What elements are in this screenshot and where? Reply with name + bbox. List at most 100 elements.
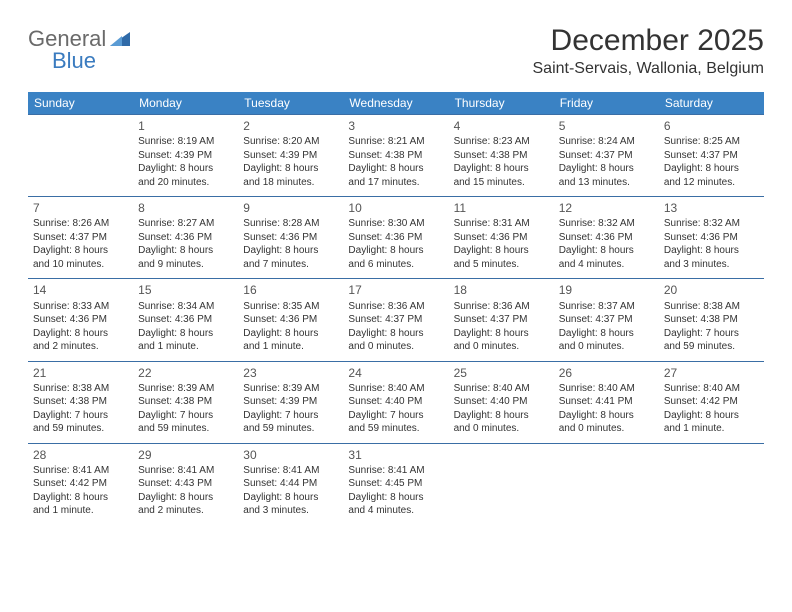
- day-number: 3: [348, 118, 443, 134]
- logo-sail-icon: [108, 30, 132, 48]
- day-header: Sunday: [28, 92, 133, 115]
- day-detail-line: Daylight: 8 hours: [348, 244, 443, 258]
- day-detail-line: Sunset: 4:39 PM: [138, 149, 233, 163]
- day-number: 18: [454, 282, 549, 298]
- day-detail-line: Sunset: 4:37 PM: [348, 313, 443, 327]
- day-detail-line: and 1 minute.: [33, 504, 128, 518]
- day-number: 28: [33, 447, 128, 463]
- calendar-day-cell: 9Sunrise: 8:28 AMSunset: 4:36 PMDaylight…: [238, 197, 343, 279]
- calendar-day-cell: 13Sunrise: 8:32 AMSunset: 4:36 PMDayligh…: [659, 197, 764, 279]
- day-number: 10: [348, 200, 443, 216]
- calendar-day-cell: 8Sunrise: 8:27 AMSunset: 4:36 PMDaylight…: [133, 197, 238, 279]
- calendar-day-cell: 4Sunrise: 8:23 AMSunset: 4:38 PMDaylight…: [449, 115, 554, 197]
- day-detail-line: Daylight: 8 hours: [454, 244, 549, 258]
- calendar-day-cell: 22Sunrise: 8:39 AMSunset: 4:38 PMDayligh…: [133, 361, 238, 443]
- day-detail-line: Sunset: 4:44 PM: [243, 477, 338, 491]
- day-detail-line: Sunrise: 8:32 AM: [664, 217, 759, 231]
- day-number: 27: [664, 365, 759, 381]
- calendar-day-cell: 23Sunrise: 8:39 AMSunset: 4:39 PMDayligh…: [238, 361, 343, 443]
- day-number: 6: [664, 118, 759, 134]
- day-detail-line: Daylight: 8 hours: [138, 162, 233, 176]
- day-detail-line: Sunset: 4:38 PM: [454, 149, 549, 163]
- day-detail-line: Sunrise: 8:27 AM: [138, 217, 233, 231]
- day-detail-line: and 59 minutes.: [664, 340, 759, 354]
- calendar-day-cell: 29Sunrise: 8:41 AMSunset: 4:43 PMDayligh…: [133, 443, 238, 525]
- calendar-week-row: 28Sunrise: 8:41 AMSunset: 4:42 PMDayligh…: [28, 443, 764, 525]
- day-detail-line: Sunset: 4:37 PM: [33, 231, 128, 245]
- calendar-week-row: 7Sunrise: 8:26 AMSunset: 4:37 PMDaylight…: [28, 197, 764, 279]
- logo-text-blue: Blue: [52, 48, 96, 73]
- day-detail-line: and 4 minutes.: [559, 258, 654, 272]
- day-number: 31: [348, 447, 443, 463]
- day-detail-line: Daylight: 8 hours: [33, 327, 128, 341]
- day-detail-line: Sunrise: 8:41 AM: [33, 464, 128, 478]
- calendar-empty-cell: [659, 443, 764, 525]
- day-number: 4: [454, 118, 549, 134]
- day-detail-line: and 7 minutes.: [243, 258, 338, 272]
- day-detail-line: Sunrise: 8:36 AM: [348, 300, 443, 314]
- calendar-day-cell: 19Sunrise: 8:37 AMSunset: 4:37 PMDayligh…: [554, 279, 659, 361]
- day-detail-line: Daylight: 7 hours: [33, 409, 128, 423]
- day-number: 14: [33, 282, 128, 298]
- day-detail-line: Sunset: 4:43 PM: [138, 477, 233, 491]
- day-detail-line: and 0 minutes.: [559, 340, 654, 354]
- day-detail-line: Sunset: 4:36 PM: [664, 231, 759, 245]
- day-number: 21: [33, 365, 128, 381]
- day-detail-line: Sunrise: 8:37 AM: [559, 300, 654, 314]
- day-detail-line: and 3 minutes.: [664, 258, 759, 272]
- calendar-body: 1Sunrise: 8:19 AMSunset: 4:39 PMDaylight…: [28, 115, 764, 526]
- calendar-empty-cell: [449, 443, 554, 525]
- day-detail-line: Sunset: 4:42 PM: [664, 395, 759, 409]
- day-detail-line: Sunset: 4:38 PM: [33, 395, 128, 409]
- day-detail-line: Daylight: 8 hours: [243, 491, 338, 505]
- day-detail-line: and 59 minutes.: [33, 422, 128, 436]
- calendar-day-cell: 7Sunrise: 8:26 AMSunset: 4:37 PMDaylight…: [28, 197, 133, 279]
- day-detail-line: and 4 minutes.: [348, 504, 443, 518]
- day-detail-line: Daylight: 7 hours: [138, 409, 233, 423]
- day-number: 24: [348, 365, 443, 381]
- day-detail-line: and 18 minutes.: [243, 176, 338, 190]
- day-detail-line: Daylight: 8 hours: [243, 244, 338, 258]
- calendar-day-cell: 1Sunrise: 8:19 AMSunset: 4:39 PMDaylight…: [133, 115, 238, 197]
- day-detail-line: Sunset: 4:37 PM: [559, 149, 654, 163]
- day-detail-line: Daylight: 8 hours: [33, 244, 128, 258]
- day-detail-line: Sunrise: 8:21 AM: [348, 135, 443, 149]
- day-detail-line: Sunset: 4:39 PM: [243, 395, 338, 409]
- day-detail-line: Sunset: 4:36 PM: [348, 231, 443, 245]
- day-detail-line: Daylight: 8 hours: [243, 162, 338, 176]
- day-number: 7: [33, 200, 128, 216]
- day-detail-line: and 17 minutes.: [348, 176, 443, 190]
- day-detail-line: and 15 minutes.: [454, 176, 549, 190]
- day-number: 11: [454, 200, 549, 216]
- day-detail-line: Sunset: 4:37 PM: [559, 313, 654, 327]
- day-number: 17: [348, 282, 443, 298]
- day-detail-line: Sunrise: 8:30 AM: [348, 217, 443, 231]
- day-detail-line: and 1 minute.: [664, 422, 759, 436]
- day-detail-line: Daylight: 8 hours: [454, 162, 549, 176]
- calendar-day-cell: 14Sunrise: 8:33 AMSunset: 4:36 PMDayligh…: [28, 279, 133, 361]
- day-detail-line: Sunrise: 8:41 AM: [348, 464, 443, 478]
- day-detail-line: and 9 minutes.: [138, 258, 233, 272]
- day-detail-line: Sunrise: 8:35 AM: [243, 300, 338, 314]
- calendar-day-cell: 30Sunrise: 8:41 AMSunset: 4:44 PMDayligh…: [238, 443, 343, 525]
- day-detail-line: Sunset: 4:36 PM: [243, 313, 338, 327]
- calendar-empty-cell: [28, 115, 133, 197]
- calendar-week-row: 21Sunrise: 8:38 AMSunset: 4:38 PMDayligh…: [28, 361, 764, 443]
- day-detail-line: Sunset: 4:36 PM: [138, 231, 233, 245]
- day-detail-line: Sunset: 4:38 PM: [138, 395, 233, 409]
- day-detail-line: Sunset: 4:41 PM: [559, 395, 654, 409]
- day-number: 16: [243, 282, 338, 298]
- day-header: Thursday: [449, 92, 554, 115]
- day-header: Saturday: [659, 92, 764, 115]
- calendar-day-cell: 20Sunrise: 8:38 AMSunset: 4:38 PMDayligh…: [659, 279, 764, 361]
- day-header: Friday: [554, 92, 659, 115]
- calendar-day-cell: 3Sunrise: 8:21 AMSunset: 4:38 PMDaylight…: [343, 115, 448, 197]
- day-detail-line: Daylight: 8 hours: [348, 491, 443, 505]
- day-detail-line: Sunset: 4:39 PM: [243, 149, 338, 163]
- day-detail-line: Sunset: 4:36 PM: [243, 231, 338, 245]
- day-detail-line: Daylight: 8 hours: [348, 327, 443, 341]
- day-detail-line: Sunset: 4:36 PM: [33, 313, 128, 327]
- day-detail-line: Daylight: 8 hours: [559, 327, 654, 341]
- calendar-page: GeneralBlue December 2025 Saint-Servais,…: [0, 0, 792, 545]
- day-detail-line: Sunrise: 8:31 AM: [454, 217, 549, 231]
